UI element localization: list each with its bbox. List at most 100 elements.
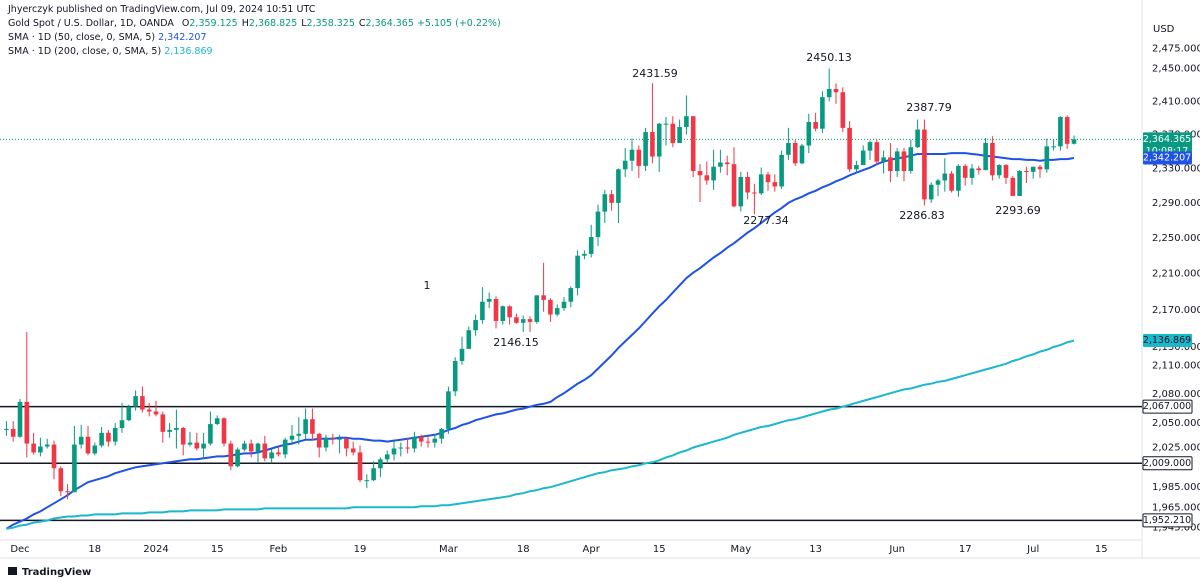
sma-line (6, 339, 1075, 530)
candle-body (772, 182, 778, 187)
level-label: 2,009.000 (1143, 458, 1191, 469)
candle-body (1003, 165, 1009, 178)
x-tick-label: 15 (653, 544, 666, 555)
y-tick-label: 2,290.000 (1152, 198, 1200, 209)
candle-body (269, 452, 274, 459)
candle-body (541, 295, 546, 300)
level-tag (1142, 456, 1193, 471)
x-tick-label: 13 (809, 544, 822, 555)
candle-body (575, 255, 580, 289)
currency: USD (1153, 24, 1175, 35)
candle-body (486, 298, 492, 302)
y-tick-label: 2,450.000 (1152, 64, 1200, 75)
candle-body (602, 194, 608, 212)
annotation: 1 (424, 279, 431, 292)
candle-body (344, 438, 349, 449)
level-label: 2,067.000 (1143, 401, 1191, 412)
candle-body (860, 150, 866, 166)
candle-body (813, 122, 818, 129)
candle-body (1030, 166, 1036, 172)
candle-body (289, 435, 295, 440)
candle-body (799, 145, 805, 164)
candle-body (99, 432, 104, 446)
y-tick-label: 2,110.000 (1152, 361, 1200, 372)
candle-body (942, 173, 948, 181)
candle-body (894, 151, 900, 171)
candle-body (493, 298, 499, 321)
level-tag (1142, 399, 1193, 414)
candle-body (650, 132, 655, 157)
candle-body (350, 448, 356, 453)
y-tick-label: 1,985.000 (1152, 482, 1200, 493)
candle-body (357, 452, 363, 481)
candle-body (928, 184, 934, 200)
candle-body (697, 170, 703, 176)
ohlc-key: L (301, 18, 307, 29)
candle-body (310, 419, 315, 434)
candle-body (976, 168, 982, 171)
candle-body (44, 444, 50, 447)
candle-body (119, 420, 125, 428)
candle-body (323, 437, 329, 448)
candle-body (881, 157, 886, 162)
candle-body (901, 151, 907, 171)
candle-body (663, 123, 669, 125)
candle-body (364, 480, 370, 482)
x-tick-label: Dec (10, 544, 29, 555)
candle-body (153, 411, 159, 415)
candle-body (527, 319, 533, 322)
candle-body (616, 169, 621, 203)
candle-body (133, 396, 138, 407)
candle-body (1024, 170, 1029, 172)
candle-body (412, 436, 417, 449)
x-tick-label: Apr (583, 544, 601, 555)
candle-body (731, 164, 737, 207)
y-tick-label: 2,210.000 (1152, 269, 1200, 280)
candle-body (432, 438, 438, 443)
ohlc-value: 2,364.365 (365, 18, 414, 29)
candle-body (65, 491, 70, 493)
ohlc-value: 2,368.825 (248, 18, 298, 29)
candle-body (595, 211, 601, 238)
x-tick-label: Feb (270, 544, 288, 555)
annotation: 2293.69 (995, 204, 1041, 217)
ohlc-key: C (358, 18, 366, 29)
candle-body (520, 319, 526, 323)
candle-body (38, 446, 43, 453)
x-tick-label: Mar (439, 544, 459, 555)
candle-body (609, 194, 614, 203)
candle-body (826, 88, 832, 98)
candle-body (534, 295, 540, 322)
candle-body (629, 149, 635, 161)
x-tick-label: 18 (517, 544, 530, 555)
candle-body (643, 132, 648, 166)
candle-body (915, 129, 920, 148)
candle-body (391, 448, 397, 455)
candle-body (92, 445, 98, 454)
y-tick-label: 2,475.000 (1152, 43, 1200, 54)
indicator-row: SMA · 1D (200, close, 0, SMA, 5) 2,136.8… (8, 45, 501, 59)
annotation: 2146.15 (493, 336, 539, 349)
y-tick-label: 1,945.000 (1152, 523, 1200, 534)
symbol-row: Gold Spot / U.S. Dollar, 1D, OANDA O2,359… (8, 17, 501, 31)
last-price-label: 2,364.365 (1143, 134, 1191, 145)
candle-body (983, 142, 988, 171)
candle-body (378, 459, 383, 469)
indicator-value: 2,342.207 (158, 32, 207, 43)
candle-body (459, 348, 465, 362)
candle-body (452, 361, 458, 392)
candle-body (833, 88, 839, 93)
candle-body (228, 443, 234, 467)
candle-body (248, 443, 254, 452)
candle-body (221, 418, 227, 444)
candle-body (187, 442, 193, 445)
level-label: 1,952.210 (1143, 515, 1191, 526)
x-tick-label: 19 (354, 544, 367, 555)
candle-body (78, 436, 84, 445)
y-tick-label: 2,080.000 (1152, 389, 1200, 400)
ohlc: O2,359.125 H2,368.825 L2,358.325 C2,364.365 (174, 18, 414, 29)
candle-body (303, 419, 308, 434)
candle-body (908, 147, 914, 171)
ohlc-value: 2,358.325 (306, 18, 355, 29)
